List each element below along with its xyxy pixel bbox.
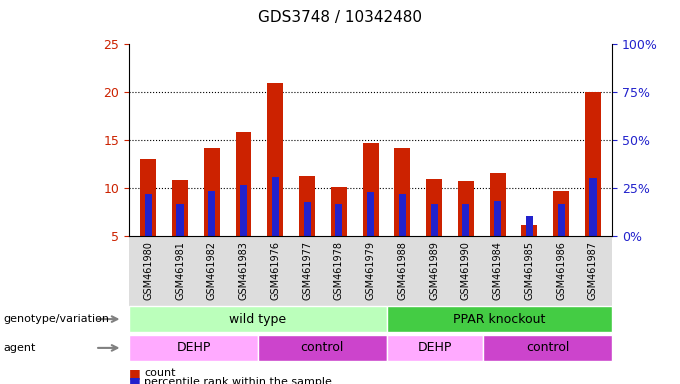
- Text: control: control: [301, 341, 344, 354]
- Bar: [204, 148, 220, 236]
- Text: PPAR knockout: PPAR knockout: [453, 313, 545, 326]
- Bar: [458, 182, 474, 236]
- Bar: [430, 204, 438, 236]
- Text: agent: agent: [3, 343, 36, 353]
- Bar: [208, 190, 216, 236]
- Bar: [267, 83, 284, 236]
- Bar: [554, 191, 569, 236]
- Text: count: count: [144, 368, 175, 378]
- Bar: [331, 187, 347, 236]
- Text: wild type: wild type: [229, 313, 286, 326]
- Text: genotype/variation: genotype/variation: [3, 314, 109, 324]
- Bar: [426, 179, 442, 236]
- Bar: [526, 215, 533, 236]
- Bar: [490, 173, 506, 236]
- Bar: [394, 148, 410, 236]
- Bar: [303, 202, 311, 236]
- Text: ■: ■: [129, 375, 141, 384]
- Bar: [272, 177, 279, 236]
- Bar: [172, 180, 188, 236]
- Bar: [299, 176, 315, 236]
- Bar: [140, 159, 156, 236]
- Bar: [590, 178, 596, 236]
- Bar: [145, 194, 152, 236]
- Bar: [494, 201, 501, 236]
- Bar: [335, 204, 343, 236]
- Text: GDS3748 / 10342480: GDS3748 / 10342480: [258, 10, 422, 25]
- Bar: [558, 204, 565, 236]
- Text: percentile rank within the sample: percentile rank within the sample: [144, 377, 332, 384]
- Bar: [367, 192, 374, 236]
- Bar: [398, 194, 406, 236]
- Bar: [585, 92, 601, 236]
- Text: DEHP: DEHP: [176, 341, 211, 354]
- Bar: [522, 225, 537, 236]
- Text: ■: ■: [129, 367, 141, 380]
- Bar: [176, 204, 184, 236]
- Text: DEHP: DEHP: [418, 341, 452, 354]
- Text: control: control: [526, 341, 569, 354]
- Bar: [462, 204, 469, 236]
- Bar: [240, 185, 247, 236]
- Bar: [235, 132, 252, 236]
- Bar: [362, 143, 379, 236]
